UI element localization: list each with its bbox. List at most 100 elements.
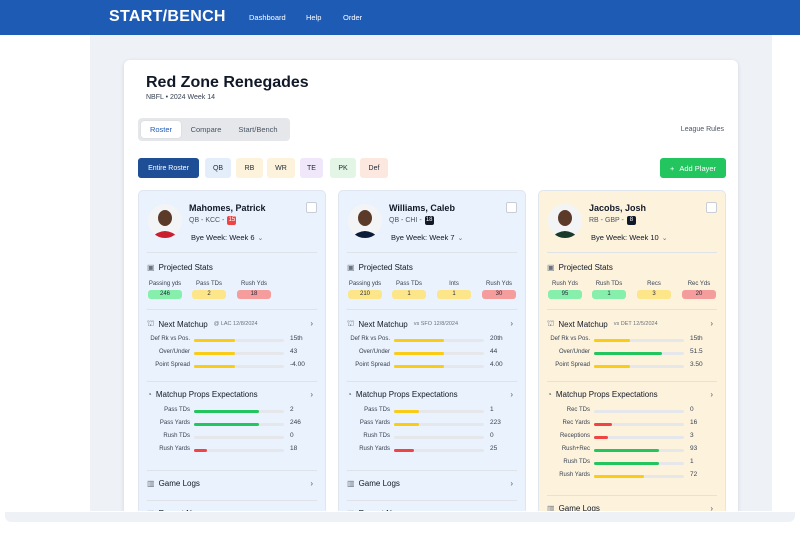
filter-def[interactable]: Def [360,158,388,178]
select-player-checkbox[interactable] [506,202,517,213]
player-card: Jacobs, Josh RB - GBP -8 Bye Week: Week 10… [538,190,726,520]
filter-rb[interactable]: RB [236,158,263,178]
section-divider [347,470,517,471]
prop-bar-fill [594,423,612,426]
props-expectations-label: Matchup Props Expectations [355,390,458,399]
nav-dashboard[interactable]: Dashboard [249,13,286,22]
projected-stat-label: Recs [647,281,661,287]
prop-row-label: Rush+Rec [561,446,590,452]
matchup-row-value: 4.00 [490,361,503,368]
player-avatar [148,204,182,238]
projected-stat-value: 210 [348,290,382,299]
game-logs-title[interactable]: ▥ Game Logs [347,479,400,488]
prop-row-label: Rush Yards [159,446,190,452]
matchup-row-value: 15th [290,335,303,342]
bye-week-dropdown[interactable]: Bye Week: Week 10 ⌄ [591,233,668,242]
props-expectations-label: Matchup Props Expectations [155,390,258,399]
prop-row-label: Rush TDs [563,459,590,465]
brand-logo[interactable]: START/BENCH [109,8,226,25]
nav-help[interactable]: Help [306,13,322,22]
props-icon: ◔ [147,390,152,399]
matchup-bar [594,352,684,355]
bar-chart-icon: ▥ [147,479,155,488]
nav-order[interactable]: Order [343,13,363,22]
game-logs-title[interactable]: ▥ Game Logs [547,504,600,513]
filter-qb[interactable]: QB [205,158,231,178]
matchup-row-label: Over/Under [358,349,390,355]
props-expectations-title[interactable]: ◔ Matchup Props Expectations [347,390,458,399]
prop-row-value: 1 [490,406,494,413]
player-name[interactable]: Williams, Caleb [389,203,455,213]
chevron-down-icon: ⌄ [661,235,668,242]
filter-entire-roster[interactable]: Entire Roster [138,158,199,178]
prop-bar [594,423,684,426]
league-rules-link[interactable]: League Rules [680,126,724,133]
prop-row-label: Pass TDs [364,407,390,413]
next-matchup-label: Next Matchup [158,319,208,329]
prop-row-value: 72 [690,471,698,478]
select-player-checkbox[interactable] [706,202,717,213]
prop-row-label: Receptions [559,433,590,439]
props-expectations-title[interactable]: ◔ Matchup Props Expectations [547,390,658,399]
bye-week-dropdown[interactable]: Bye Week: Week 6 ⌄ [191,233,263,242]
chevron-right-icon[interactable]: › [710,319,713,328]
matchup-row-value: -4.00 [290,361,305,368]
matchup-bar-fill [594,365,630,368]
filter-pk[interactable]: PK [330,158,356,178]
player-name[interactable]: Jacobs, Josh [589,203,647,213]
projected-stat-value: 95 [548,290,582,299]
prop-bar-fill [194,410,259,413]
game-logs-label: Game Logs [158,479,200,488]
matchup-opponent-date: @ LAC 12/8/2024 [213,321,258,327]
tab-roster[interactable]: Roster [141,121,181,138]
projected-stats-label: Projected Stats [558,263,613,272]
projected-stat-value: 2 [192,290,226,299]
horizontal-scrollbar[interactable] [5,512,795,522]
projected-stat-label: Rush Yds [486,281,512,287]
prop-bar [394,410,484,413]
prop-row-label: Rec Yards [562,420,590,426]
matchup-bar [594,365,684,368]
prop-row-value: 223 [490,419,501,426]
matchup-row-label: Point Spread [555,362,590,368]
filter-wr[interactable]: WR [267,158,295,178]
projected-stat-label: Ints [449,281,459,287]
matchup-bar [394,352,484,355]
prop-bar [594,410,684,413]
chevron-right-icon[interactable]: › [710,390,713,399]
prop-bar-fill [194,449,207,452]
chevron-right-icon[interactable]: › [510,390,513,399]
filter-te[interactable]: TE [300,158,323,178]
matchup-bar [394,365,484,368]
bye-week-dropdown[interactable]: Bye Week: Week 7 ⌄ [391,233,463,242]
props-expectations-title[interactable]: ◔ Matchup Props Expectations [147,390,258,399]
player-meta-text: QB - CHI - [389,217,422,224]
next-matchup-title[interactable]: ⛫ Next Matchup vs DET 12/5/2024 [547,319,658,329]
tab-compare[interactable]: Compare [190,125,222,134]
prop-bar [394,436,484,439]
select-player-checkbox[interactable] [306,202,317,213]
player-name[interactable]: Mahomes, Patrick [189,203,266,213]
chevron-right-icon[interactable]: › [510,319,513,328]
matchup-bar [594,339,684,342]
next-matchup-title[interactable]: ⛫ Next Matchup @ LAC 12/8/2024 [147,319,258,329]
player-avatar [348,204,382,238]
prop-row-label: Rush TDs [363,433,390,439]
projected-stats-icon: ▣ [547,263,555,272]
next-matchup-title[interactable]: ⛫ Next Matchup vs SFO 12/8/2024 [347,319,458,329]
game-logs-title[interactable]: ▥ Game Logs [147,479,200,488]
prop-bar [594,462,684,465]
chevron-right-icon[interactable]: › [310,319,313,328]
chevron-right-icon[interactable]: › [510,479,513,488]
chevron-right-icon[interactable]: › [310,479,313,488]
matchup-bar-fill [194,365,235,368]
projected-stats-title: ▣ Projected Stats [147,263,213,272]
player-meta-text: QB - KCC - [189,217,225,224]
prop-bar [194,410,284,413]
chevron-right-icon[interactable]: › [710,504,713,513]
matchup-bar-fill [594,339,630,342]
bye-week-label: Bye Week: Week 10 [591,233,659,242]
add-player-button[interactable]: + Add Player [660,158,726,178]
chevron-right-icon[interactable]: › [310,390,313,399]
tab-start-bench[interactable]: Start/Bench [238,125,278,134]
